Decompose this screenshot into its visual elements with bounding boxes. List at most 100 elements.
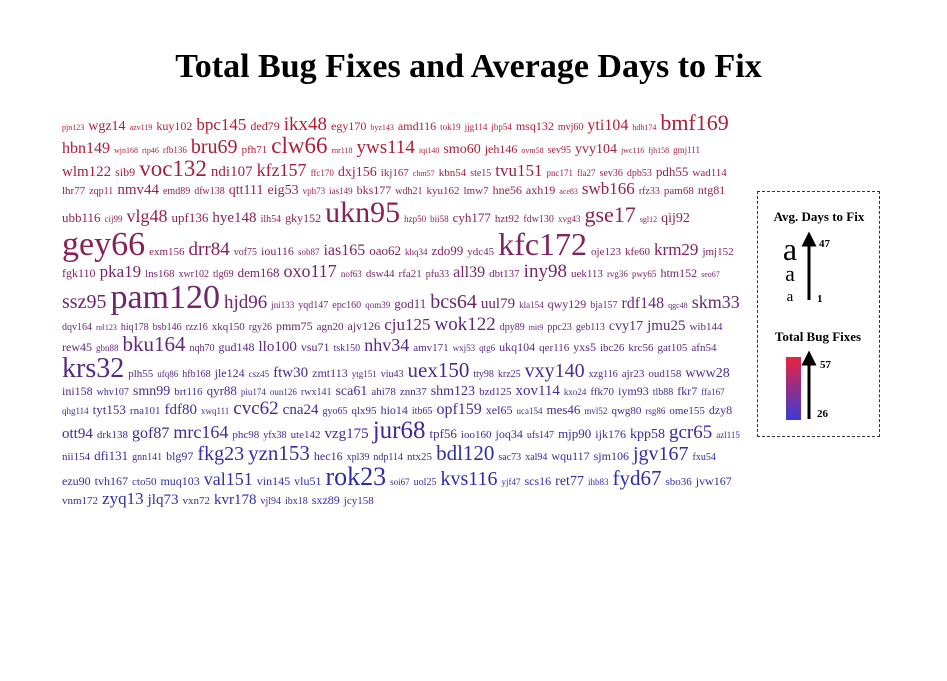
cloud-word-tsk150: tsk150 [333,343,361,354]
cloud-word-yzn153: yzn153 [248,441,310,465]
cloud-word-dxj156: dxj156 [337,165,377,180]
cloud-word-mes46: mes46 [546,402,581,417]
cloud-word-ahi78: ahi78 [371,386,396,398]
cloud-word-ubb116: ubb116 [62,210,101,225]
cloud-word-ftw30: ftw30 [273,365,309,381]
cloud-word-ndp114: ndp114 [373,452,403,463]
cloud-word-vph73: vph73 [302,186,326,196]
cloud-word-geb113: geb113 [575,322,605,333]
cloud-word-hzp50: hzp50 [404,214,427,224]
cloud-word-plh55: plh55 [128,368,154,380]
cloud-word-zqp11: zqp11 [89,186,114,197]
cloud-word-ikj167: ikj167 [380,167,409,179]
cloud-word-kfz157: kfz157 [256,160,307,180]
cloud-word-ppc23: ppc23 [547,322,572,333]
cloud-word-ute142: ute142 [290,429,321,441]
cloud-word-muq103: muq103 [160,474,200,488]
cloud-word-ias165: ias165 [323,242,366,259]
cloud-word-jgv167: jgv167 [632,443,689,465]
cloud-word-rok23: rok23 [325,462,387,491]
cloud-word-ded79: ded79 [250,119,280,133]
cloud-word-skm33: skm33 [691,292,740,312]
cloud-word-dpb53: dpb53 [626,168,652,179]
cloud-word-gof87: gof87 [132,425,170,442]
cloud-word-rew45: rew45 [62,340,92,354]
legend-size-min: 1 [817,293,823,305]
cloud-word-pam68: pam68 [663,185,694,197]
cloud-word-rsg86: rsg86 [645,406,666,416]
cloud-word-jbp54: jbp54 [491,122,512,132]
cloud-word-pka19: pka19 [99,262,142,281]
cloud-word-yws114: yws114 [356,137,415,158]
cloud-word-ydc45: ydc45 [467,246,495,258]
cloud-word-jur68: jur68 [372,417,426,444]
cloud-word-rnr118: rnr118 [331,146,353,155]
cloud-word-khq34: khq34 [405,247,428,257]
cloud-word-fla27: fla27 [577,168,596,178]
cloud-word-oud158: oud158 [648,368,682,380]
cloud-word-lhr77: lhr77 [62,185,86,197]
chart-title: Total Bug Fixes and Average Days to Fix [175,48,762,85]
cloud-word-tyt153: tyt153 [92,402,126,417]
cloud-word-wxj53: wxj53 [452,343,476,353]
cloud-word-yjf47: yjf47 [501,477,521,487]
cloud-word-smn99: smn99 [132,384,171,399]
cloud-word-ffc170: ffc170 [310,168,334,178]
cloud-word-amd116: amd116 [397,119,437,133]
cloud-word-jmj152: jmj152 [702,246,734,258]
cloud-word-xel65: xel65 [485,403,513,417]
cloud-word-ytg151: ytg151 [351,369,377,379]
cloud-word-sev36: sev36 [599,168,623,179]
cloud-word-qtt111: qtt111 [228,183,264,198]
cloud-word-piu174: piu174 [240,387,266,397]
cloud-word-bcs64: bcs64 [430,291,477,313]
cloud-word-cij99: cij99 [104,214,123,224]
cloud-word-llo100: llo100 [258,339,297,355]
cloud-word-pfh71: pfh71 [241,144,268,156]
cloud-word-seo67: seo67 [701,270,720,279]
cloud-word-bzd125: bzd125 [479,386,512,398]
cloud-word-vjl94: vjl94 [260,496,282,507]
cloud-word-fgk110: fgk110 [62,266,96,280]
cloud-word-jmu25: jmu25 [647,318,686,334]
cloud-word-wad114: wad114 [692,167,727,179]
cloud-word-vxn72: vxn72 [182,495,210,507]
cloud-word-vlg48: vlg48 [126,206,168,226]
cloud-word-rvg36: rvg36 [606,269,628,279]
cloud-word-sca61: sca61 [335,384,368,399]
cloud-word-xwr102: xwr102 [178,269,210,280]
cloud-word-hne56: hne56 [492,183,522,197]
cloud-word-whv107: whv107 [96,387,129,398]
cloud-word-pwy65: pwy65 [631,269,657,279]
cloud-word-god11: god11 [394,296,427,311]
cloud-word-bdl120: bdl120 [436,441,495,465]
cloud-word-yfx38: yfx38 [263,430,287,441]
cloud-word-rfz33: rfz33 [638,186,660,197]
cloud-word-kbn54: kbn54 [438,167,467,179]
legend-color-max: 57 [820,359,832,371]
cloud-word-krc56: krc56 [628,342,654,354]
cloud-word-jjg114: jjg114 [464,122,488,132]
cloud-word-wjn168: wjn168 [114,146,138,155]
cloud-word-ikx48: ikx48 [283,114,328,135]
cloud-word-msq132: msq132 [515,119,554,133]
cloud-word-jni133: jni133 [271,300,295,310]
cloud-word-ezu90: ezu90 [62,474,91,488]
cloud-word-qgc48: qgc48 [668,301,688,310]
cloud-word-fyd67: fyd67 [612,466,662,490]
cloud-word-fkg23: fkg23 [197,443,245,465]
cloud-word-jlq73: jlq73 [147,492,179,508]
cloud-word-fjh158: fjh158 [648,146,670,155]
cloud-word-qij92: qij92 [661,211,690,226]
cloud-word-bks177: bks177 [356,183,392,197]
cloud-word-ace83: ace83 [559,187,578,196]
cloud-word-ssz95: ssz95 [62,291,107,313]
cloud-word-opf159: opf159 [436,401,482,418]
cloud-word-ibc26: ibc26 [599,342,625,354]
cloud-word-hbn149: hbn149 [62,140,110,157]
cloud-word-mrc164: mrc164 [173,422,229,442]
cloud-word-gyo65: gyo65 [322,406,348,417]
cloud-word-htm152: htm152 [660,266,698,280]
cloud-word-kyu162: kyu162 [426,185,460,197]
cloud-word-azl115: azl115 [716,430,740,440]
